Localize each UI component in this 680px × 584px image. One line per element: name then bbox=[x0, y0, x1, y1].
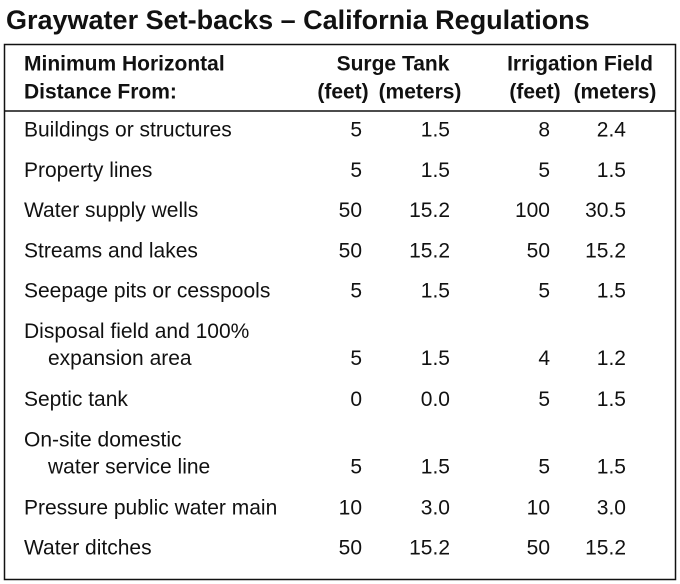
cell-value: 15.2 bbox=[585, 239, 626, 262]
cell-value: 15.2 bbox=[409, 537, 450, 560]
cell-value: 30.5 bbox=[585, 199, 626, 222]
cell-value: 1.5 bbox=[421, 280, 450, 303]
row-label: On-site domestic bbox=[24, 428, 182, 451]
cell-value: 4 bbox=[538, 347, 550, 370]
row-label: expansion area bbox=[48, 347, 192, 370]
cell-value: 1.5 bbox=[597, 280, 626, 303]
cell-value: 2.4 bbox=[597, 119, 627, 142]
table-border bbox=[3, 43, 677, 581]
header-unit: (meters) bbox=[379, 81, 462, 104]
cell-value: 50 bbox=[527, 239, 550, 262]
header-group: Irrigation Field bbox=[507, 53, 653, 76]
cell-value: 8 bbox=[538, 119, 550, 142]
cell-value: 50 bbox=[339, 199, 362, 222]
header-unit: (feet) bbox=[317, 81, 368, 104]
cell-value: 15.2 bbox=[409, 199, 450, 222]
cell-value: 1.5 bbox=[421, 347, 450, 370]
cell-value: 5 bbox=[538, 388, 550, 411]
cell-value: 5 bbox=[350, 280, 362, 303]
cell-value: 5 bbox=[350, 119, 362, 142]
page-title: Graywater Set-backs – California Regulat… bbox=[6, 5, 590, 35]
cell-value: 100 bbox=[515, 199, 550, 222]
cell-value: 3.0 bbox=[597, 496, 626, 519]
cell-value: 5 bbox=[350, 347, 362, 370]
cell-value: 1.5 bbox=[421, 455, 450, 478]
cell-value: 5 bbox=[538, 159, 550, 182]
cell-value: 10 bbox=[339, 496, 362, 519]
header-unit: (meters) bbox=[574, 81, 657, 104]
cell-value: 1.5 bbox=[421, 119, 450, 142]
row-label: Pressure public water main bbox=[24, 496, 277, 519]
cell-value: 15.2 bbox=[585, 537, 626, 560]
row-label: Property lines bbox=[24, 159, 152, 182]
row-label: Water supply wells bbox=[24, 199, 198, 222]
cell-value: 5 bbox=[538, 455, 550, 478]
header-unit: (feet) bbox=[509, 81, 560, 104]
cell-value: 1.5 bbox=[421, 159, 450, 182]
row-label: Streams and lakes bbox=[24, 239, 198, 262]
cell-value: 5 bbox=[350, 455, 362, 478]
header-label: Distance From: bbox=[24, 81, 177, 104]
cell-value: 50 bbox=[527, 537, 550, 560]
row-label: water service line bbox=[47, 455, 210, 478]
cell-value: 10 bbox=[527, 496, 550, 519]
cell-value: 5 bbox=[350, 159, 362, 182]
cell-value: 1.5 bbox=[597, 388, 626, 411]
row-label: Water ditches bbox=[24, 537, 152, 560]
header-group: Surge Tank bbox=[337, 53, 450, 76]
cell-value: 5 bbox=[538, 280, 550, 303]
cell-value: 1.5 bbox=[597, 455, 626, 478]
cell-value: 0.0 bbox=[421, 388, 450, 411]
cell-value: 0 bbox=[350, 388, 362, 411]
header-label: Minimum Horizontal bbox=[24, 53, 225, 76]
cell-value: 50 bbox=[339, 239, 362, 262]
cell-value: 1.5 bbox=[597, 159, 626, 182]
row-label: Buildings or structures bbox=[24, 119, 232, 142]
cell-value: 1.2 bbox=[597, 347, 626, 370]
cell-value: 3.0 bbox=[421, 496, 450, 519]
row-label: Septic tank bbox=[24, 388, 128, 411]
row-label: Seepage pits or cesspools bbox=[24, 280, 270, 303]
cell-value: 15.2 bbox=[409, 239, 450, 262]
row-label: Disposal field and 100% bbox=[24, 320, 249, 343]
cell-value: 50 bbox=[339, 537, 362, 560]
